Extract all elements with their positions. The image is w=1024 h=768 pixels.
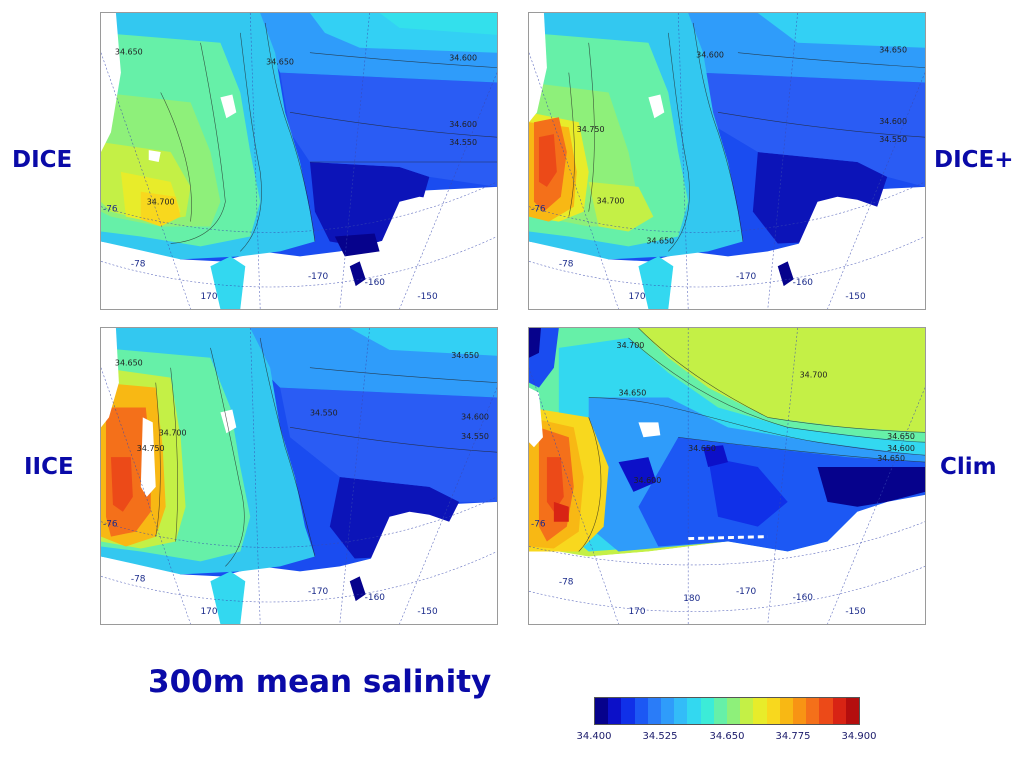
colorbar-swatch: [661, 698, 675, 724]
contour-label: 34.550: [461, 432, 489, 441]
contour-label: 34.600: [887, 444, 915, 453]
lon-label: -160: [793, 593, 814, 603]
lon-label: -150: [845, 607, 866, 617]
map-panel-dice: 34.650 34.600 34.650 34.600 34.550 34.70…: [100, 12, 498, 310]
colorbar-tick-label: 34.775: [775, 731, 811, 742]
colorbar-swatch: [700, 698, 714, 724]
colorbar-swatch: [819, 698, 833, 724]
salinity-map-clim: 34.700 34.700 34.650 34.650 34.600 34.65…: [529, 328, 925, 624]
lat-label: -76: [531, 520, 546, 530]
contour-label: 34.750: [137, 444, 165, 453]
contour-label: 34.650: [879, 46, 907, 55]
colorbar-swatch: [634, 698, 648, 724]
contour-label: 34.700: [617, 341, 645, 350]
panel-label-diceplus: DICE+: [934, 147, 1014, 173]
salinity-map-diceplus: 34.600 34.650 34.600 34.550 34.750 34.70…: [529, 13, 925, 309]
contour-label: 34.650: [451, 351, 479, 360]
lon-label: -170: [308, 587, 329, 597]
lat-label: -78: [131, 574, 146, 584]
colorbar-swatch: [595, 698, 609, 724]
contour-label: 34.600: [633, 476, 661, 485]
lon-label: 170: [200, 607, 217, 617]
lat-label: -78: [559, 259, 574, 269]
contour-label: 34.600: [879, 117, 907, 126]
colorbar-swatch: [621, 698, 635, 724]
contour-label: 34.550: [310, 408, 338, 417]
lon-label: 170: [628, 292, 645, 302]
colorbar-swatch: [647, 698, 662, 724]
contour-label: 34.650: [877, 454, 905, 463]
contour-label: 34.550: [879, 135, 907, 144]
contour-label: 34.600: [461, 412, 489, 421]
lon-label: -150: [845, 292, 866, 302]
colorbar-swatch: [753, 698, 767, 724]
colorbar-swatch: [806, 698, 820, 724]
colorbar-swatch: [608, 698, 622, 724]
lat-label: -76: [103, 520, 118, 530]
lon-label: -170: [736, 587, 757, 597]
lat-label: -78: [559, 577, 574, 587]
colorbar-tick-label: 34.525: [642, 731, 678, 742]
contour-label: 34.650: [887, 432, 915, 441]
colorbar-swatch: [674, 698, 688, 724]
lon-label: 170: [628, 607, 645, 617]
contour-label: 34.650: [619, 389, 647, 398]
contour-label: 34.700: [800, 371, 828, 380]
map-panel-diceplus: 34.600 34.650 34.600 34.550 34.750 34.70…: [528, 12, 926, 310]
contour-label: 34.650: [115, 48, 143, 57]
lon-label: -170: [308, 272, 329, 282]
contour-label: 34.650: [688, 444, 716, 453]
contour-label: 34.700: [147, 198, 175, 207]
colorbar-swatch: [740, 698, 754, 724]
colorbar-swatch: [832, 698, 846, 724]
lat-label: -76: [531, 205, 546, 215]
panel-label-clim: Clim: [940, 454, 997, 480]
lon-label: -150: [417, 607, 438, 617]
contour-label: 34.700: [597, 197, 625, 206]
lon-label: -150: [417, 292, 438, 302]
colorbar-swatch: [793, 698, 807, 724]
colorbar-swatch: [687, 698, 701, 724]
colorbar-tick-label: 34.650: [709, 731, 745, 742]
lon-label: 180: [683, 594, 700, 604]
colorbar-swatch: [727, 698, 741, 724]
map-panel-clim: 34.700 34.700 34.650 34.650 34.600 34.65…: [528, 327, 926, 625]
lon-label: -160: [793, 278, 814, 288]
contour-label: 34.600: [696, 51, 724, 60]
contour-label: 34.650: [115, 359, 143, 368]
contour-label: 34.600: [449, 120, 477, 129]
panel-label-dice: DICE: [12, 147, 73, 173]
figure-title: 300m mean salinity: [148, 664, 492, 700]
colorbar: [594, 697, 860, 725]
salinity-map-dice: 34.650 34.600 34.650 34.600 34.550 34.70…: [101, 13, 497, 309]
salinity-map-iice: 34.650 34.550 34.600 34.550 34.750 34.70…: [101, 328, 497, 624]
panel-label-iice: IICE: [24, 454, 74, 480]
lat-label: -76: [103, 205, 118, 215]
colorbar-swatch: [845, 698, 860, 724]
contour-label: 34.650: [646, 236, 674, 245]
colorbar-tick-label: 34.400: [576, 731, 612, 742]
lon-label: -160: [365, 278, 386, 288]
colorbar-swatch: [713, 698, 728, 724]
contour-label: 34.600: [449, 54, 477, 63]
map-panel-iice: 34.650 34.550 34.600 34.550 34.750 34.70…: [100, 327, 498, 625]
colorbar-swatch: [779, 698, 794, 724]
lon-label: 170: [200, 292, 217, 302]
contour-label: 34.700: [159, 428, 187, 437]
lon-label: -160: [365, 593, 386, 603]
lon-label: -170: [736, 272, 757, 282]
contour-label: 34.550: [449, 138, 477, 147]
colorbar-tick-label: 34.900: [841, 731, 877, 742]
contour-label: 34.750: [577, 125, 605, 134]
colorbar-swatch: [766, 698, 780, 724]
lat-label: -78: [131, 259, 146, 269]
contour-label: 34.650: [266, 58, 294, 67]
